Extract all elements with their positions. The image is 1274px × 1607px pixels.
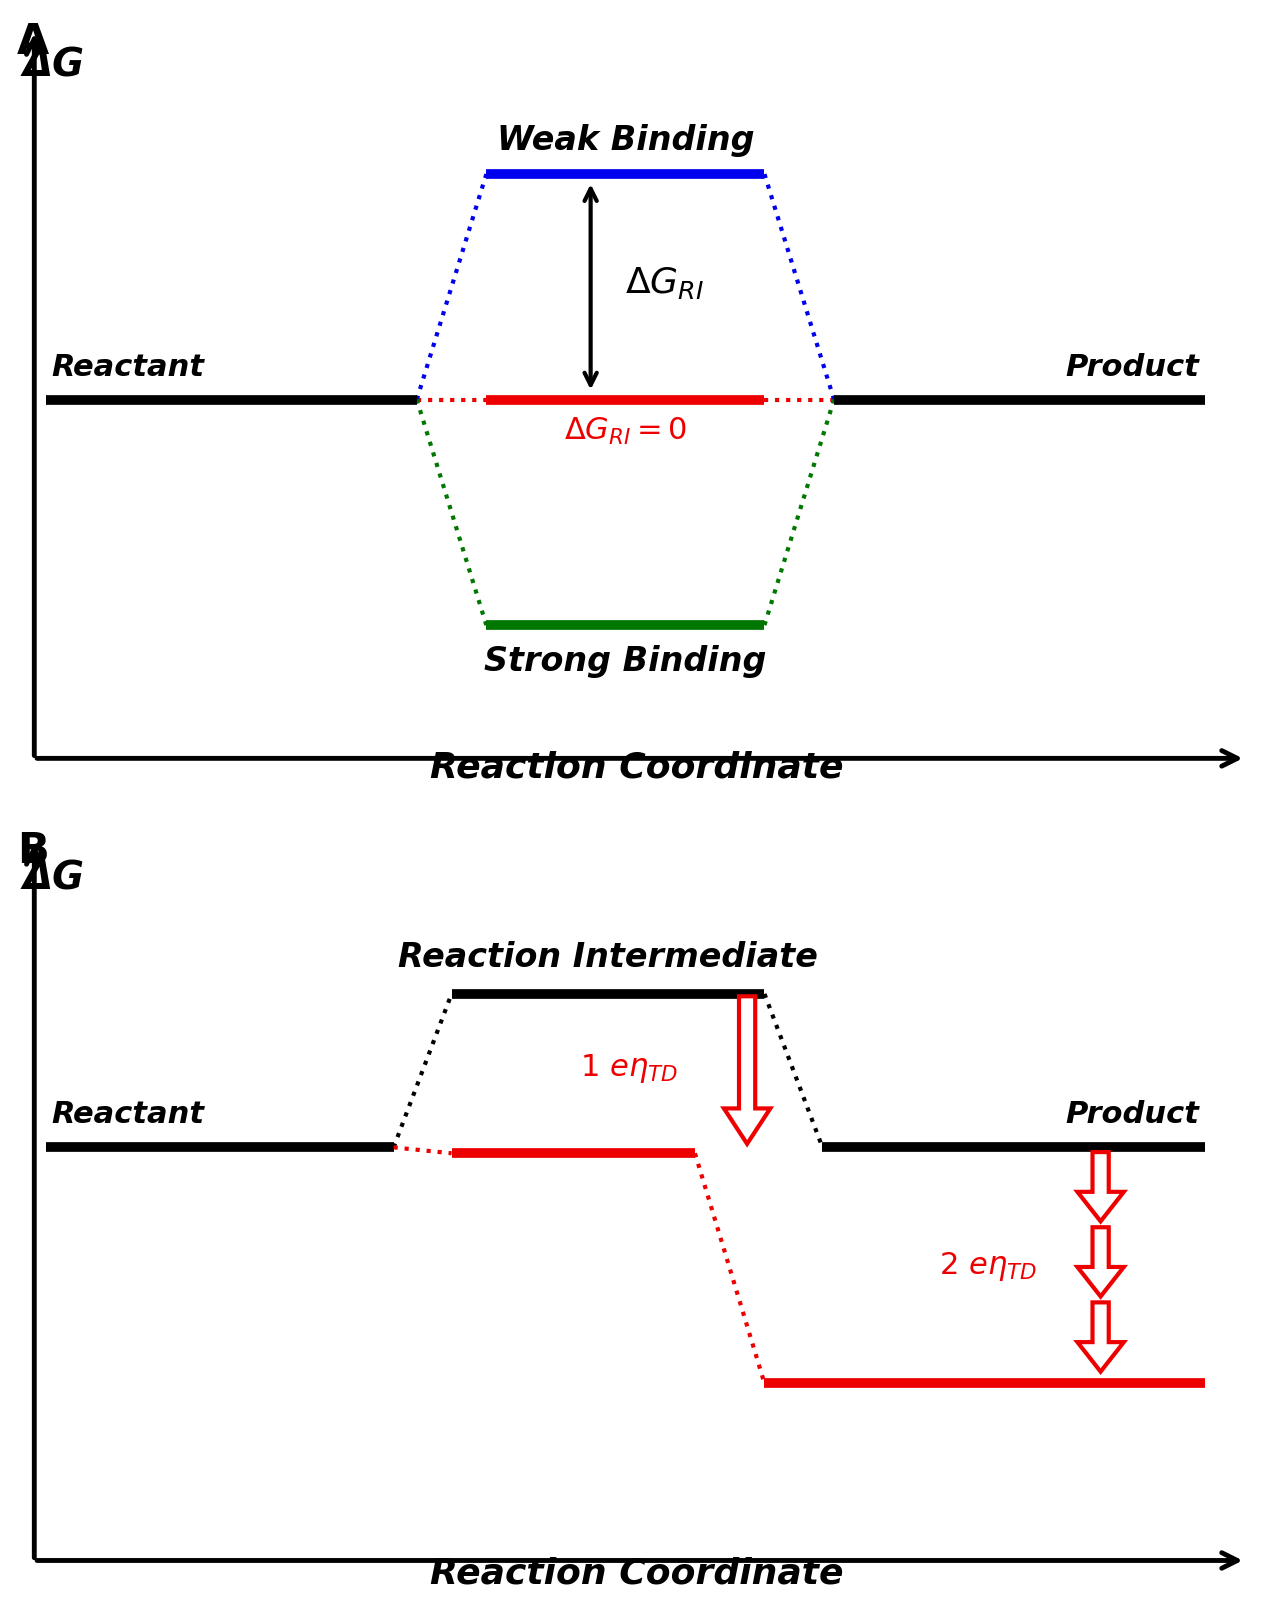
Text: Reactant: Reactant xyxy=(52,354,205,382)
Text: B: B xyxy=(17,829,48,871)
Text: Reaction Coordinate: Reaction Coordinate xyxy=(431,1556,843,1589)
Text: Product: Product xyxy=(1065,354,1199,382)
Text: ΔG: ΔG xyxy=(23,858,84,897)
Polygon shape xyxy=(1078,1228,1124,1297)
Text: $\Delta G_{RI}$: $\Delta G_{RI}$ xyxy=(626,265,705,301)
Text: ΔG: ΔG xyxy=(23,47,84,85)
Text: $\mathit{2\ e\eta_{TD}}$: $\mathit{2\ e\eta_{TD}}$ xyxy=(939,1249,1037,1282)
Text: Weak Binding: Weak Binding xyxy=(497,124,754,156)
Text: Reaction Coordinate: Reaction Coordinate xyxy=(431,750,843,784)
Text: $\mathit{1\ e\eta_{TD}}$: $\mathit{1\ e\eta_{TD}}$ xyxy=(580,1051,678,1085)
Text: Product: Product xyxy=(1065,1099,1199,1128)
Polygon shape xyxy=(1078,1152,1124,1221)
Polygon shape xyxy=(1078,1303,1124,1372)
Text: Strong Binding: Strong Binding xyxy=(484,644,767,677)
Text: Reactant: Reactant xyxy=(52,1099,205,1128)
Text: A: A xyxy=(17,21,50,63)
Polygon shape xyxy=(724,996,771,1144)
Text: $\Delta G_{RI} = 0$: $\Delta G_{RI} = 0$ xyxy=(564,416,687,447)
Text: Reaction Intermediate: Reaction Intermediate xyxy=(397,940,818,974)
